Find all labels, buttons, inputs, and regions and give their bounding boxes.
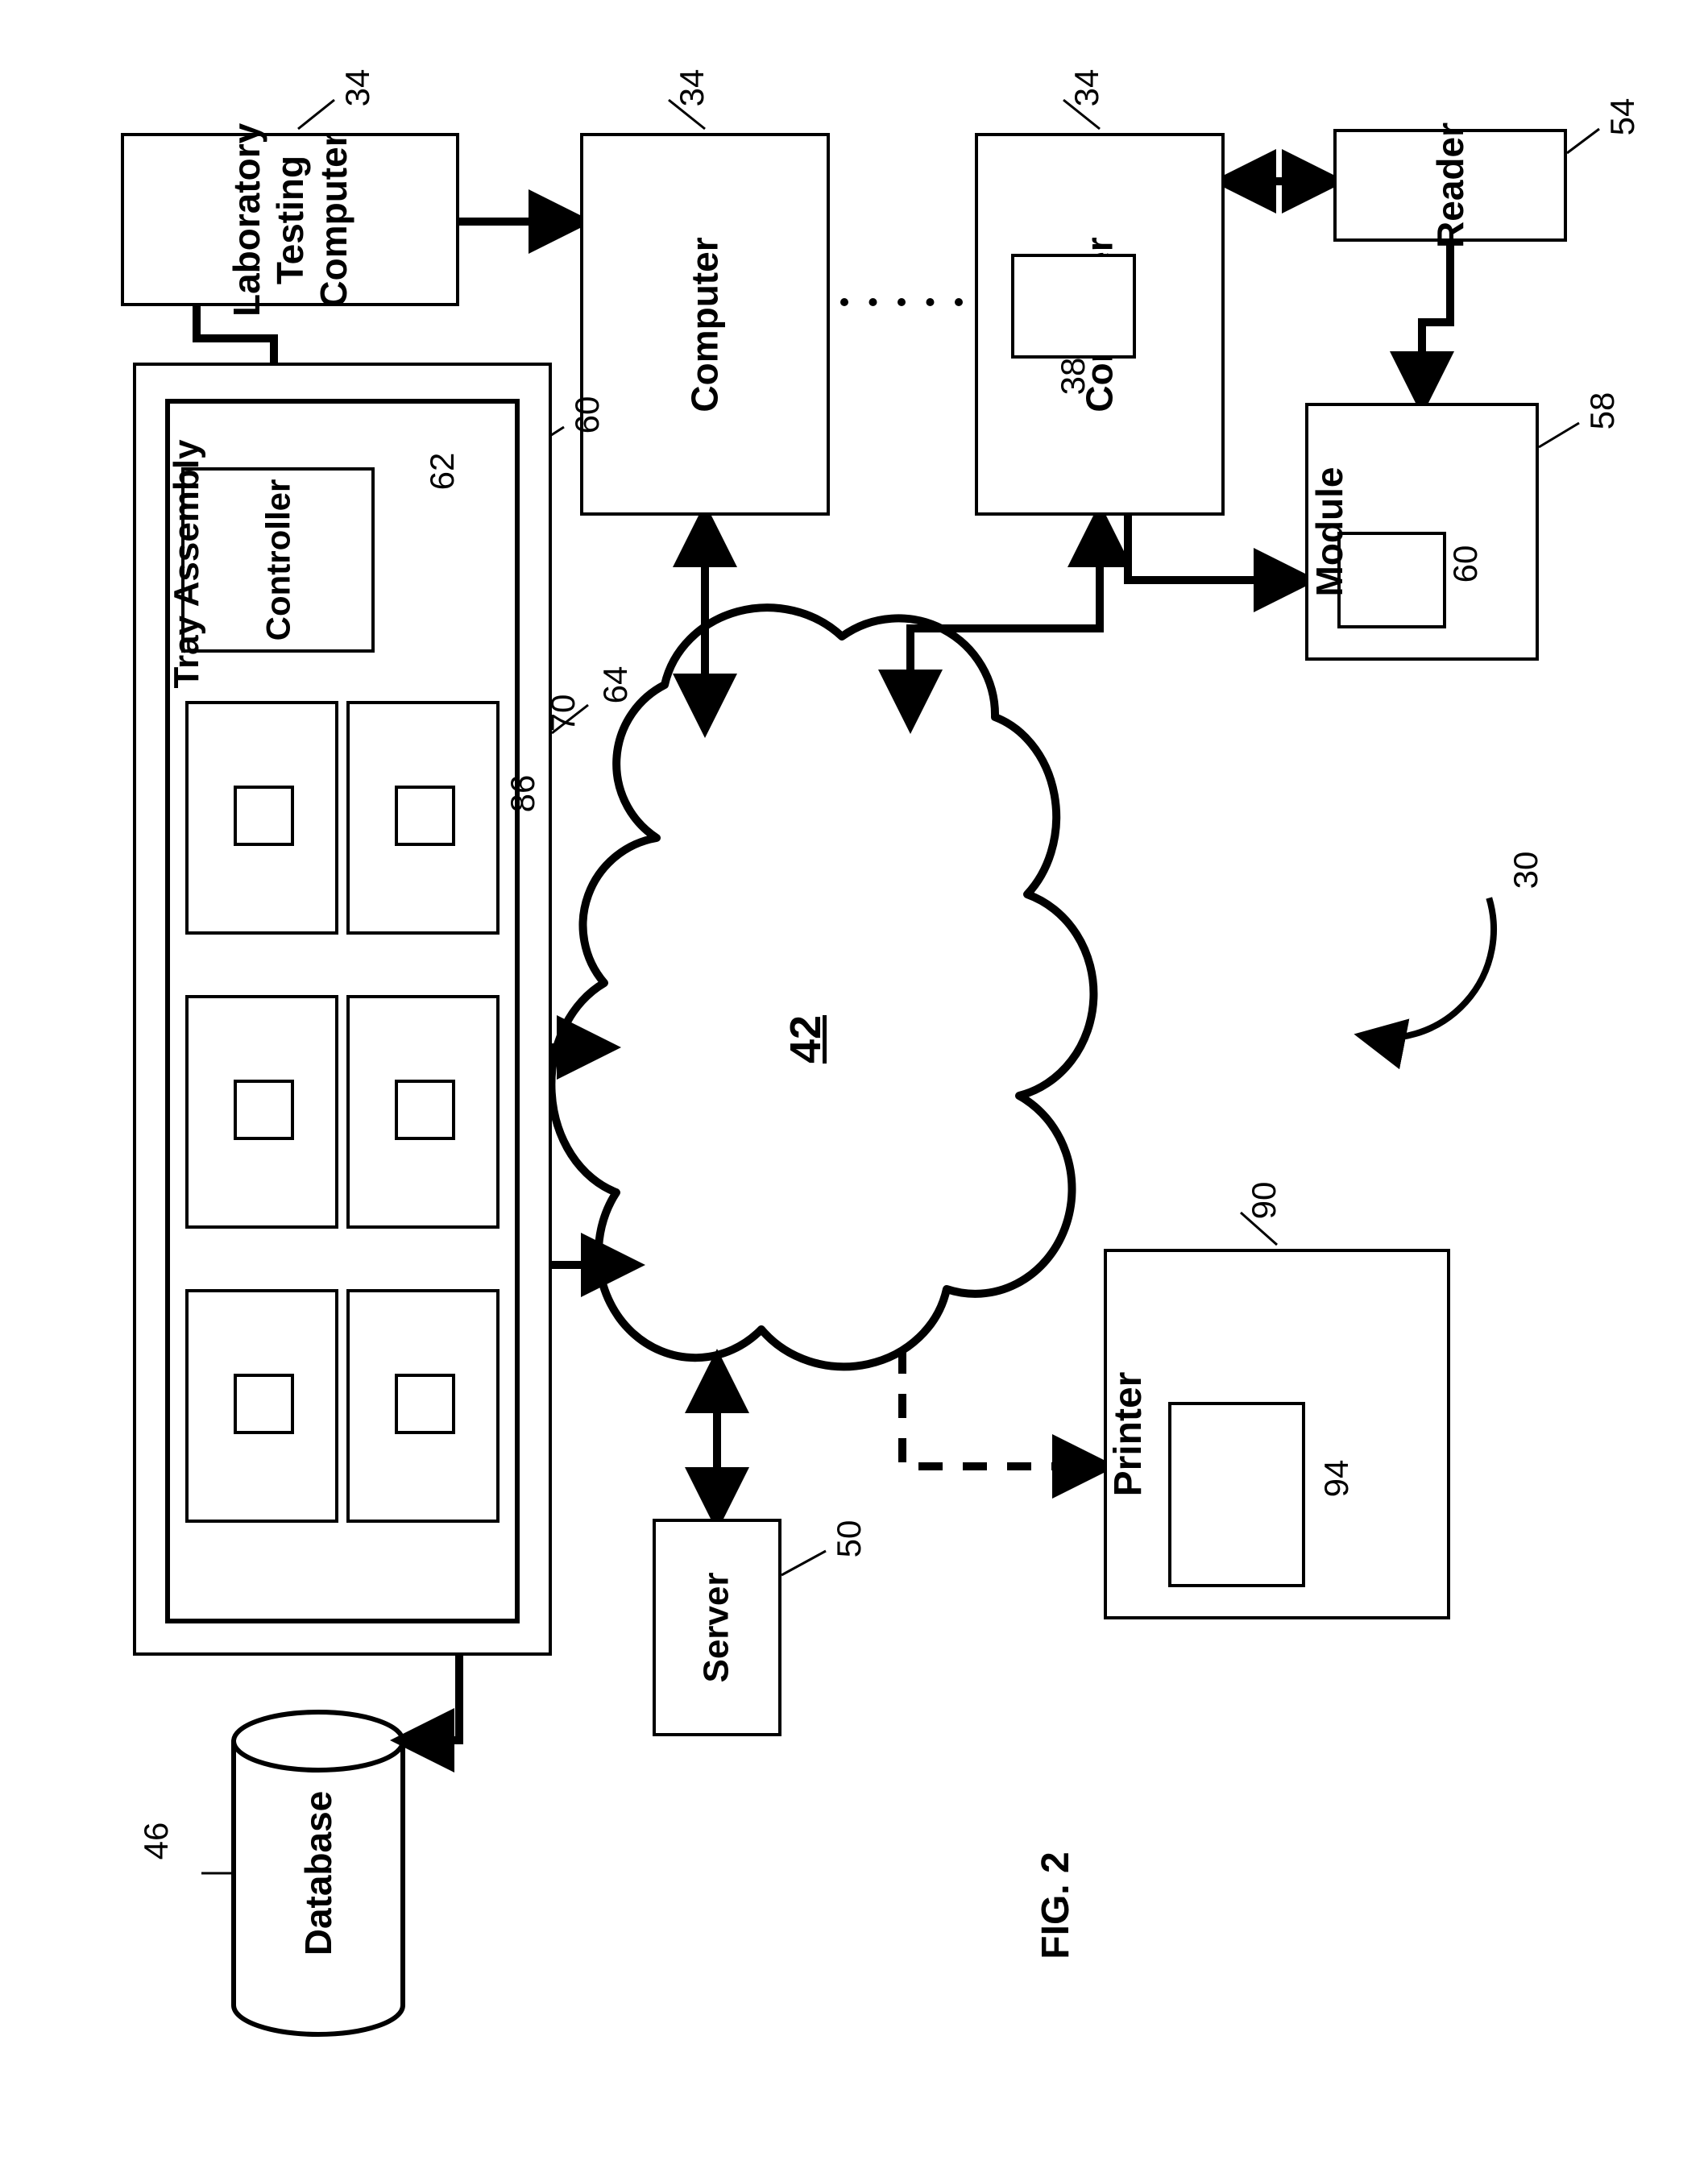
node-module_inner	[1337, 532, 1446, 628]
ref-comp_c_inner: 38	[1054, 344, 1094, 408]
node-s2	[234, 1080, 294, 1140]
ref-30: 30	[1507, 838, 1547, 902]
ref-tray4: 70	[544, 681, 584, 745]
figure-caption: FIG. 2	[1027, 1785, 1084, 2026]
node-lab_computer: Laboratory Testing Computer	[121, 133, 459, 306]
node-s1	[234, 786, 294, 846]
ref-module_inner: 60	[1446, 532, 1486, 596]
ref-tray_assembly: 60	[568, 383, 608, 447]
node-printer_inner	[1168, 1402, 1305, 1587]
label-computer_b: Computer	[683, 237, 727, 412]
label-printer: Printer	[1104, 1273, 1152, 1595]
label-lab_computer: Laboratory Testing Computer	[225, 123, 355, 317]
ref-server: 50	[830, 1507, 870, 1571]
node-s4	[395, 786, 455, 846]
ref-s4: 86	[504, 761, 544, 826]
ref-printer: 90	[1245, 1168, 1285, 1233]
label-reader: Reader	[1428, 122, 1472, 248]
ref-lab_computer: 34	[338, 56, 379, 120]
node-s5	[395, 1080, 455, 1140]
node-s3	[234, 1374, 294, 1434]
label-controller: Controller	[259, 479, 297, 641]
ref-64: 64	[596, 653, 636, 717]
label-module: Module	[1305, 371, 1354, 693]
label-tray-assembly: Tray Assembly	[163, 403, 211, 725]
label-cloud: 42	[781, 878, 830, 1200]
ref-database: 46	[137, 1809, 177, 1873]
ref-module: 58	[1583, 379, 1623, 443]
node-server: Server	[653, 1519, 781, 1736]
ref-reader: 54	[1603, 85, 1644, 149]
ref-printer_inner: 94	[1317, 1446, 1358, 1511]
ref-computer_b: 34	[673, 56, 713, 120]
label-server: Server	[697, 1572, 737, 1682]
node-reader: Reader	[1333, 129, 1567, 242]
ref-controller: 62	[423, 439, 463, 504]
node-computer_b: Computer	[580, 133, 830, 516]
node-s6	[395, 1374, 455, 1434]
ref-computer_c: 34	[1068, 56, 1108, 120]
node-comp_c_inner	[1011, 254, 1136, 359]
label-database: Database	[294, 1712, 342, 2034]
